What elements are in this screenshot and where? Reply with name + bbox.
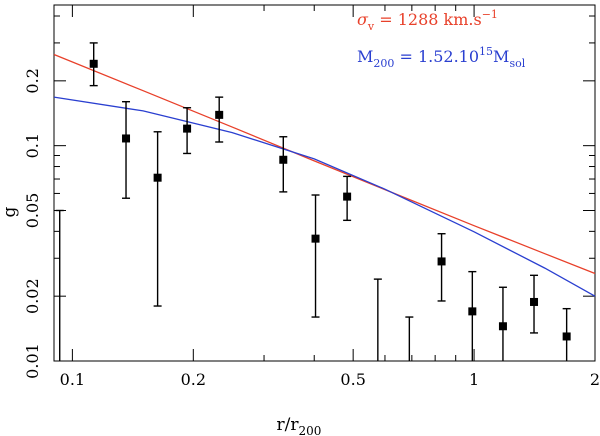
x-tick-label: 0.5 (340, 370, 365, 389)
x-tick-labels: 0.1 0.2 0.5 1 2 (60, 370, 600, 389)
x-tick-label: 2 (590, 370, 600, 389)
data-point (215, 110, 224, 119)
legend-blue: M200 = 1.52.1015Msol (357, 45, 526, 70)
x-axis-label: r/r200 (277, 415, 322, 436)
plot-frame (53, 4, 596, 362)
x-axis-label-main: r/r (277, 415, 300, 435)
legend-blue-m2: M (493, 47, 509, 66)
x-tick-label: 1 (469, 370, 479, 389)
error-bars (55, 42, 571, 361)
legend-blue-sup: 15 (479, 45, 493, 58)
data-point (122, 134, 131, 143)
x-tick-label: 0.2 (181, 370, 206, 389)
legend-red-sigma: σ (357, 10, 369, 29)
legend-red: σv = 1288 km.s−1 (357, 8, 498, 33)
fit-line-blue (53, 96, 596, 297)
y-tick-label: 0.2 (23, 68, 42, 93)
y-tick-label: 0.01 (23, 343, 42, 379)
data-point (498, 322, 507, 331)
legend-red-text: = 1288 km.s (374, 10, 482, 29)
fit-line-red (53, 53, 596, 275)
data-point (530, 297, 539, 306)
legend-blue-sub2: sol (509, 57, 525, 70)
data-point (468, 307, 477, 316)
data-point (311, 234, 320, 243)
x-tick-label: 0.1 (60, 370, 85, 389)
y-axis-label: g (0, 206, 20, 217)
data-point (343, 192, 352, 201)
y-tick-label: 0.05 (23, 193, 42, 229)
data-point (562, 332, 571, 341)
fit-lines (53, 53, 596, 297)
legend-blue-text: = 1.52.10 (394, 47, 479, 66)
legend-blue-sub: 200 (373, 57, 394, 70)
legend-blue-m: M (357, 47, 373, 66)
data-point (153, 173, 162, 182)
y-tick-label: 0.1 (23, 133, 42, 158)
data-point (183, 124, 192, 133)
data-point (89, 59, 98, 68)
data-point (279, 155, 288, 164)
data-point (437, 257, 446, 266)
legend-red-sup: −1 (482, 8, 498, 21)
data-markers (89, 59, 571, 341)
y-tick-label: 0.02 (23, 278, 42, 314)
axis-ticks (54, 5, 595, 362)
legend-red-sub: v (367, 20, 375, 33)
x-axis-label-sub: 200 (299, 424, 322, 436)
y-tick-labels: 0.01 0.02 0.05 0.1 0.2 (23, 68, 42, 379)
plot-frame-group (53, 4, 596, 362)
